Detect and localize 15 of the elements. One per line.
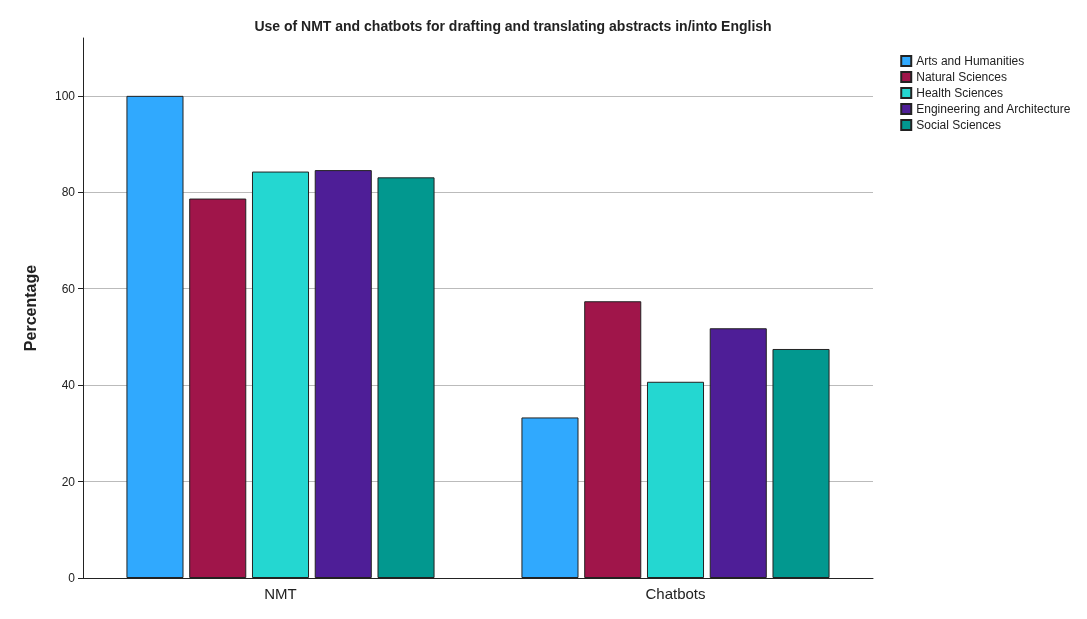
y-tick-label: 60 [61, 281, 76, 296]
y-tick-label: 80 [61, 185, 76, 200]
x-tick-label: NMT [264, 585, 297, 602]
legend-label: Social Sciences [916, 118, 1001, 132]
legend-label: Arts and Humanities [916, 54, 1025, 68]
chart-title: Use of NMT and chatbots for drafting and translating abstracts in/into English [254, 18, 772, 34]
legend-label: Health Sciences [916, 86, 1003, 100]
y-tick-label: 40 [61, 378, 76, 393]
legend-label: Engineering and Architecture [916, 102, 1071, 116]
x-tick-label: Chatbots [645, 585, 706, 602]
y-tick-label: 100 [54, 88, 76, 103]
y-axis-title: Percentage [21, 264, 39, 352]
y-tick-label: 20 [61, 474, 76, 489]
legend-label: Natural Sciences [916, 70, 1007, 84]
y-tick-label: 0 [68, 571, 76, 585]
